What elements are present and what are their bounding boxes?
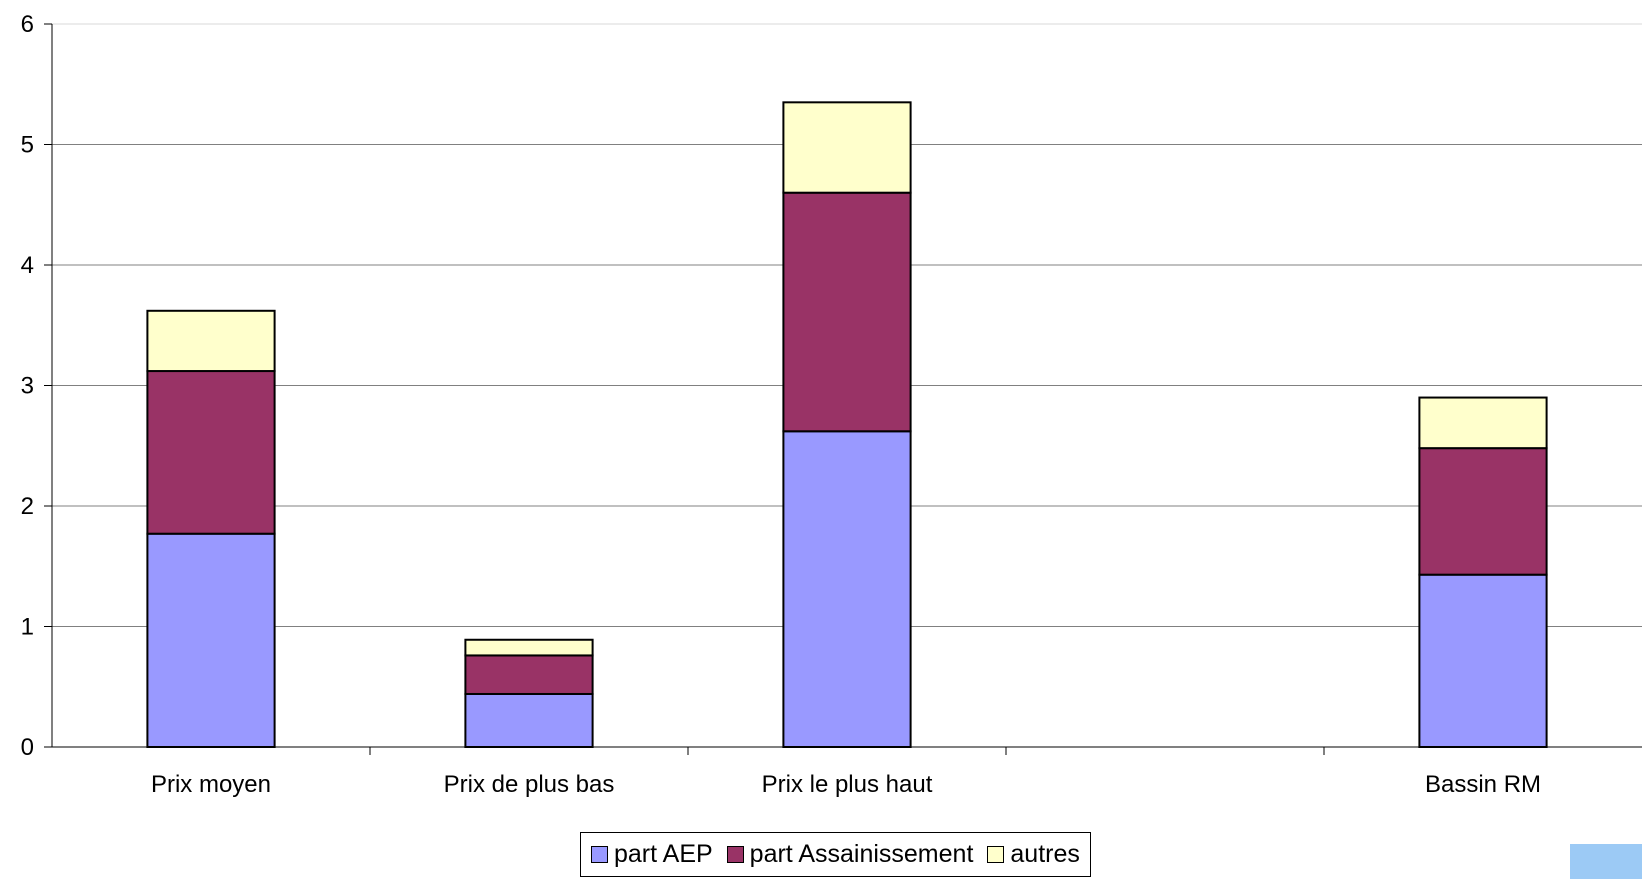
x-category-label: Prix le plus haut bbox=[762, 771, 933, 798]
y-tick-label: 0 bbox=[21, 734, 34, 761]
bars bbox=[146, 101, 1548, 749]
corner-scroll-widget[interactable] bbox=[1570, 844, 1642, 879]
legend-swatch-autres bbox=[987, 846, 1005, 863]
x-category-label: Bassin RM bbox=[1425, 771, 1541, 798]
x-category-label: Prix de plus bas bbox=[444, 771, 615, 798]
y-tick-label: 5 bbox=[21, 132, 34, 159]
bar-segment-autres bbox=[464, 638, 594, 657]
y-tick-labels: 0 1 2 3 4 5 6 bbox=[21, 11, 34, 761]
axes bbox=[44, 23, 1642, 755]
bar-segment-autres bbox=[782, 101, 912, 194]
y-tick-label: 2 bbox=[21, 493, 34, 520]
bar-segment-autres bbox=[1418, 396, 1548, 450]
y-tick-label: 1 bbox=[21, 614, 34, 641]
bar-segment-part-aep bbox=[782, 430, 912, 748]
bar-segment-autres bbox=[146, 309, 276, 373]
legend-label-autres: autres bbox=[1010, 840, 1080, 868]
legend: part AEP part Assainissement autres bbox=[580, 832, 1091, 877]
y-tick-label: 3 bbox=[21, 373, 34, 400]
bar-segment-part-assainissement bbox=[146, 370, 276, 535]
legend-item-autres: autres bbox=[987, 840, 1080, 869]
bar-segment-part-aep bbox=[146, 532, 276, 749]
legend-swatch-part-aep bbox=[591, 846, 608, 863]
bar-segment-part-assainissement bbox=[464, 654, 594, 695]
y-tick-label: 6 bbox=[21, 11, 34, 38]
x-tick-labels: Prix moyen Prix de plus bas Prix le plus h… bbox=[151, 771, 1541, 798]
legend-item-part-aep: part AEP bbox=[591, 840, 713, 869]
bar-segment-part-assainissement bbox=[782, 191, 912, 433]
bar-segment-part-aep bbox=[464, 692, 594, 748]
bar-segment-part-assainissement bbox=[1418, 447, 1548, 576]
x-category-label: Prix moyen bbox=[151, 771, 271, 798]
y-tick-label: 4 bbox=[21, 252, 34, 279]
legend-item-part-assainissement: part Assainissement bbox=[726, 840, 974, 869]
bar-segment-part-aep bbox=[1418, 573, 1548, 748]
legend-swatch-part-assainissement bbox=[726, 846, 744, 863]
legend-label-part-aep: part AEP bbox=[614, 840, 713, 868]
legend-label-part-assainissement: part Assainissement bbox=[749, 840, 974, 868]
